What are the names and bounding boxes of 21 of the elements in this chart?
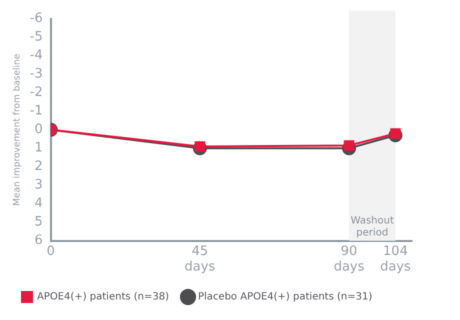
y-tick-label: 2 [34, 159, 43, 174]
y-tick-label: -2 [30, 85, 43, 100]
band-label: Washout period [350, 215, 394, 238]
y-tick-label: 1 [34, 140, 43, 156]
y-tick-label: -5 [30, 30, 43, 45]
legend-label: Placebo APOE4(+) patients (n=31) [198, 292, 372, 303]
legend-label: APOE4(+) patients (n=38) [37, 292, 170, 303]
y-tick-label: 6 [34, 233, 43, 248]
y-tick-label: -1 [30, 104, 43, 119]
y-tick-label: 5 [34, 214, 43, 230]
y-tick-label: 4 [34, 196, 43, 212]
y-tick-label: -3 [30, 66, 43, 82]
x-tick-label: 90 days [334, 244, 365, 275]
y-tick-label: 3 [34, 178, 43, 193]
y-tick-label: 0 [34, 122, 43, 138]
y-tick-label: -4 [30, 48, 43, 64]
x-tick-label: 104 days [380, 244, 411, 275]
y-axis-title: Mean improvement from baseline [12, 53, 23, 206]
y-tick-label: -6 [30, 11, 43, 26]
x-tick-label: 45 days [184, 244, 216, 275]
x-tick-label: 0 [46, 244, 55, 259]
